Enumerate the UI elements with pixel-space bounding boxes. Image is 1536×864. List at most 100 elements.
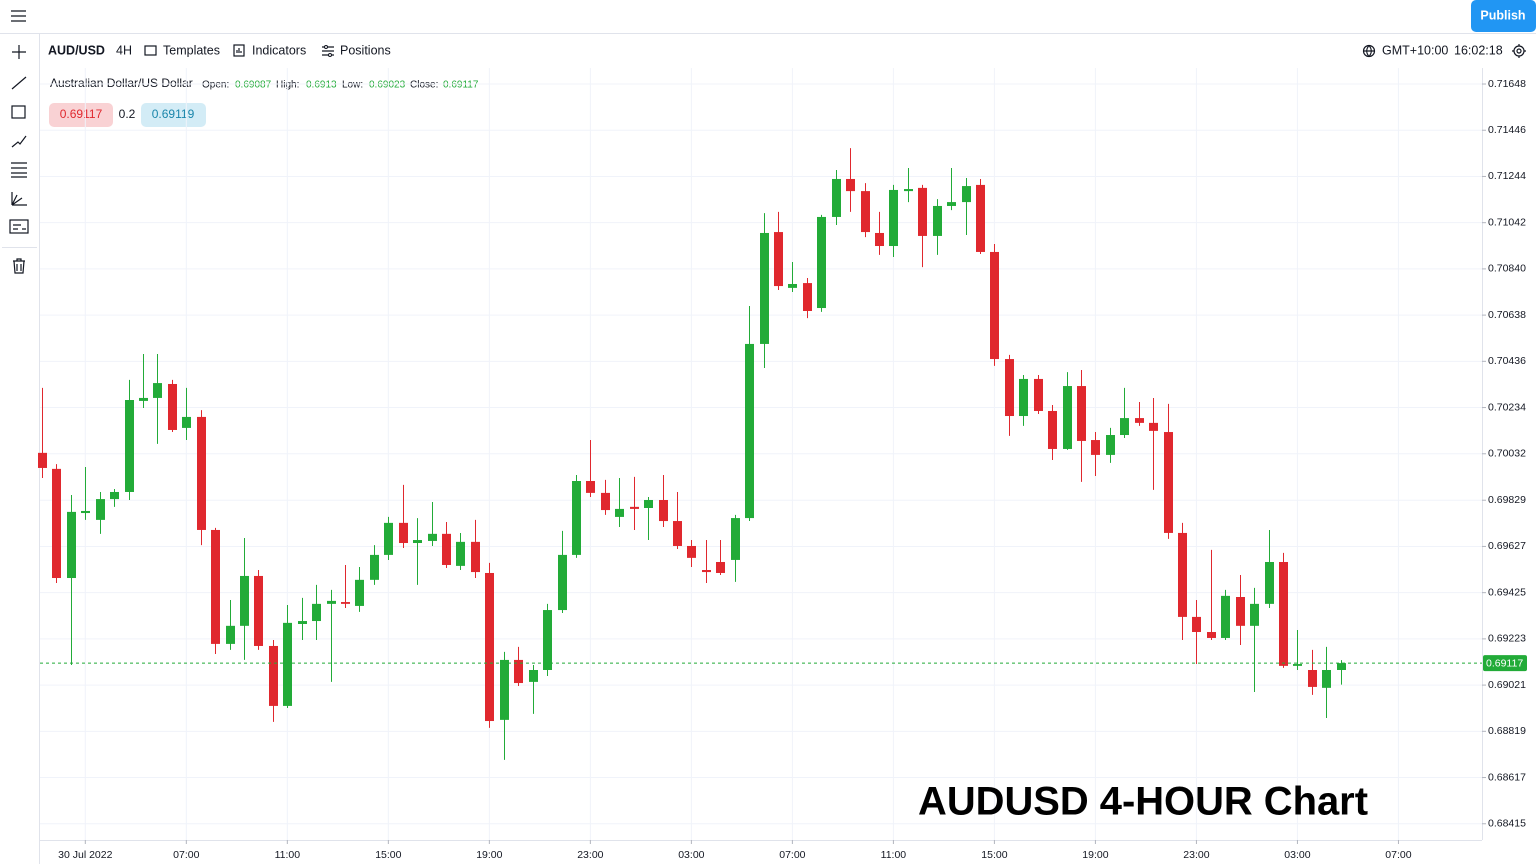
candle-body — [254, 575, 263, 646]
indicators-icon[interactable] — [233, 44, 245, 57]
candle-body — [1091, 440, 1100, 455]
candle-body — [933, 205, 942, 236]
candle-body — [38, 452, 47, 468]
candle-body — [514, 659, 523, 684]
ohlc-label: Close: — [410, 80, 438, 91]
candle-body — [81, 510, 90, 514]
y-tick-label: 0.71244 — [1488, 170, 1526, 182]
candle-body — [1106, 435, 1115, 455]
candle-body — [1236, 597, 1245, 626]
text-tool-lines — [13, 224, 26, 230]
candle-body — [125, 400, 134, 492]
x-tick-label: 15:00 — [981, 849, 1007, 861]
timezone-icon[interactable] — [1362, 44, 1376, 58]
ohlc-value: 0.69087 — [235, 80, 272, 91]
candle-body — [341, 602, 350, 604]
candle-body — [1019, 378, 1028, 417]
x-tick-label: 30 Jul 2022 — [58, 849, 112, 861]
x-tick-label: 07:00 — [779, 849, 805, 861]
candle-body — [615, 508, 624, 517]
templates-icon[interactable] — [144, 45, 157, 56]
candle-body — [760, 232, 769, 344]
candle-body — [558, 554, 567, 611]
timezone-button[interactable]: GMT+10:00 — [1382, 43, 1448, 57]
y-tick-label: 0.71446 — [1488, 124, 1526, 136]
x-tick-label: 15:00 — [375, 849, 401, 861]
y-tick-label: 0.71648 — [1488, 78, 1526, 90]
path-tool[interactable] — [11, 135, 27, 148]
buy-price[interactable]: 0.69119 — [152, 107, 195, 121]
text-tool[interactable] — [9, 219, 29, 234]
candle-body — [312, 603, 321, 622]
y-tick-label: 0.70840 — [1488, 263, 1526, 275]
candle-body — [861, 191, 870, 233]
candle-body — [875, 232, 884, 247]
candle-body — [240, 575, 249, 626]
y-tick-label: 0.69627 — [1488, 540, 1526, 552]
candle-body — [889, 189, 898, 247]
ohlc-value: 0.69117 — [443, 80, 479, 91]
candle-body — [442, 533, 451, 565]
sell-price[interactable]: 0.69117 — [60, 107, 103, 121]
templates-button[interactable]: Templates — [163, 43, 220, 57]
shape-tool[interactable] — [11, 105, 26, 119]
candle-body — [1308, 669, 1317, 687]
candle-body — [529, 669, 538, 682]
positions-button[interactable]: Positions — [340, 43, 391, 57]
candle-body — [774, 232, 783, 287]
candle-body — [687, 545, 696, 558]
x-tick-label: 23:00 — [577, 849, 603, 861]
candle-body — [211, 529, 220, 644]
x-tick-label: 19:00 — [1082, 849, 1108, 861]
candle-body — [918, 187, 927, 236]
candle-body — [832, 178, 841, 217]
y-tick-label: 0.70234 — [1488, 401, 1526, 413]
candle-body — [1149, 422, 1158, 431]
y-tick-label: 0.70032 — [1488, 448, 1526, 460]
sell-box[interactable] — [49, 103, 113, 127]
annotation: AUDUSD 4-HOUR Chart — [918, 780, 1368, 824]
candle-body — [139, 397, 148, 401]
candle-body — [817, 216, 826, 309]
candle-body — [67, 511, 76, 579]
crosshair-tool[interactable] — [12, 45, 26, 59]
trendline-tool[interactable] — [11, 76, 27, 90]
candle-body — [370, 554, 379, 580]
settings-button[interactable] — [1512, 44, 1526, 58]
x-tick-label: 11:00 — [881, 849, 907, 861]
fib-tool[interactable] — [11, 162, 27, 178]
candle-body — [644, 499, 653, 508]
indicators-button[interactable]: Indicators — [252, 43, 306, 57]
candle-body — [298, 621, 307, 625]
trash-tool[interactable] — [13, 258, 25, 274]
ohlc-label: Low: — [342, 80, 363, 91]
candle-body — [269, 645, 278, 706]
candle-body — [803, 283, 812, 311]
y-tick-label: 0.71042 — [1488, 216, 1526, 228]
candle-body — [1063, 386, 1072, 449]
publish-button[interactable]: Publish — [1471, 0, 1536, 32]
candle-body — [1178, 532, 1187, 617]
candle-body — [327, 600, 336, 604]
candle-body — [659, 499, 668, 522]
x-tick-label: 07:00 — [1385, 849, 1411, 861]
ohlc-value: 0.6913 — [306, 80, 337, 91]
candle-body — [990, 251, 999, 360]
candle-body — [399, 522, 408, 544]
gann-tool[interactable] — [11, 192, 27, 206]
last-price-box — [1483, 655, 1527, 672]
symbol-button[interactable]: AUD/USD — [48, 43, 105, 57]
candle-body — [153, 383, 162, 398]
positions-icon[interactable] — [322, 45, 334, 57]
interval-button[interactable]: 4H — [116, 43, 132, 57]
buy-box[interactable] — [141, 103, 206, 127]
publish-label[interactable]: Publish — [1480, 8, 1525, 22]
candle-body — [745, 343, 754, 519]
candle-body — [1322, 669, 1331, 688]
candle-body — [731, 518, 740, 560]
candle-body — [1337, 663, 1346, 670]
candle-body — [96, 499, 105, 520]
menu-button[interactable] — [11, 10, 26, 22]
